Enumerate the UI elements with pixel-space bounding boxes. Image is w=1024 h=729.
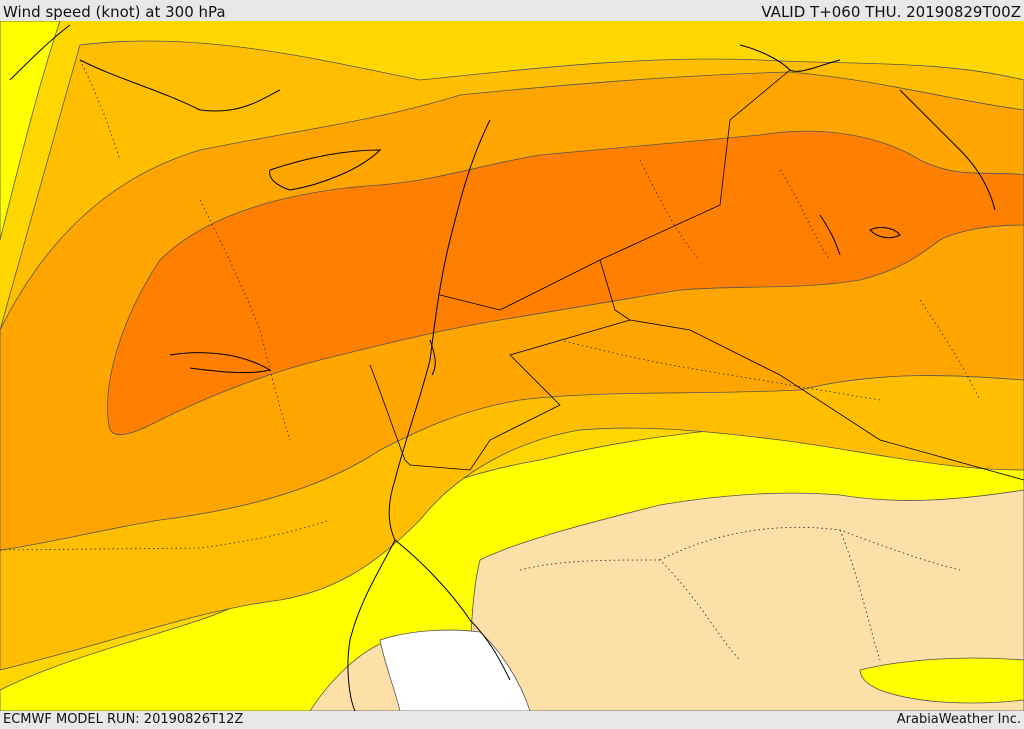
map-header: Wind speed (knot) at 300 hPa VALID T+060… [0,2,1024,22]
valid-time: VALID T+060 THU. 20190829T00Z [761,3,1021,21]
coastlines [9,24,996,711]
model-run: ECMWF MODEL RUN: 20190826T12Z [3,712,244,727]
political-borders [369,69,1024,481]
band-yellow-west [0,21,61,241]
wind-speed-map [0,21,1024,711]
admin-borders [0,59,981,661]
band-orange-core [107,130,1024,435]
band-sand [469,489,1024,711]
band-yellow-se [859,657,1024,704]
map-footer: ECMWF MODEL RUN: 20190826T12Z ArabiaWeat… [0,711,1024,729]
map-title: Wind speed (knot) at 300 hPa [3,3,226,21]
credit: ArabiaWeather Inc. [896,712,1021,727]
band-low-white [379,629,531,711]
